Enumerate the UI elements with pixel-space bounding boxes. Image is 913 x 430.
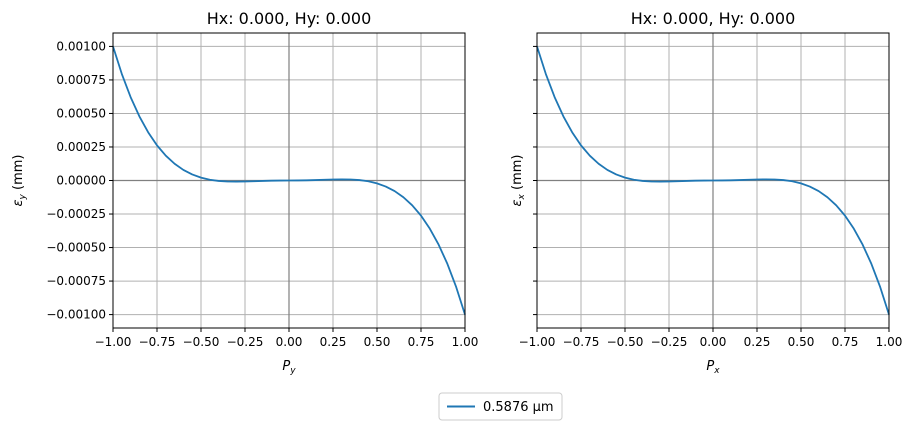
x-tick-label-3: −0.25 — [227, 335, 264, 349]
chart-title: Hx: 0.000, Hy: 0.000 — [207, 9, 372, 28]
x-tick-label-4: 0.00 — [700, 335, 727, 349]
y-tick-label-3: 0.00025 — [56, 140, 106, 154]
y-axis-label: εx (mm) — [510, 155, 527, 207]
y-tick-label-1: 0.00075 — [56, 73, 106, 87]
x-tick-label-0: −1.00 — [95, 335, 132, 349]
chart-panel-left: −1.00 −0.75 −0.50 −0.25 0.00 0.25 0.50 0.75 1.00… — [11, 9, 478, 376]
x-tick-label-7: 0.75 — [832, 335, 859, 349]
x-axis-label-main: P — [282, 359, 290, 374]
y-axis-label-unit: (mm) — [11, 155, 26, 195]
legend-label: 0.5876 µm — [483, 400, 554, 415]
x-axis-label: Py — [282, 359, 296, 376]
x-axis-label-main: P — [706, 359, 714, 374]
x-tick-label-2: −0.50 — [183, 335, 220, 349]
y-tick-label-7: −0.00075 — [46, 274, 106, 288]
y-axis-label-unit: (mm) — [510, 155, 525, 195]
chart-title: Hx: 0.000, Hy: 0.000 — [631, 9, 796, 28]
x-tick-label-6: 0.50 — [364, 335, 391, 349]
x-axis-label-sub: x — [713, 366, 720, 376]
x-tick-label-2: −0.50 — [607, 335, 644, 349]
y-axis-label: εy (mm) — [11, 155, 28, 207]
x-tick-label-4: 0.00 — [276, 335, 303, 349]
y-tick-label-6: −0.00050 — [46, 241, 106, 255]
x-tick-label-0: −1.00 — [519, 335, 556, 349]
x-tick-label-3: −0.25 — [651, 335, 688, 349]
x-tick-label-8: 1.00 — [452, 335, 479, 349]
x-tick-label-5: 0.25 — [744, 335, 771, 349]
legend-frame — [438, 392, 563, 421]
y-axis-label-sub: y — [18, 193, 28, 200]
x-tick-label-6: 0.50 — [788, 335, 815, 349]
legend: 0.5876 µm — [438, 392, 563, 421]
series-line-0 — [112, 46, 466, 315]
chart-panel-right: −1.00 −0.75 −0.50 −0.25 0.00 0.25 0.50 0.75 1.00… — [510, 9, 902, 376]
y-tick-label-2: 0.00050 — [56, 106, 106, 120]
x-tick-label-8: 1.00 — [876, 335, 903, 349]
y-tick-label-8: −0.00100 — [46, 308, 106, 322]
y-tick-label-0: 0.00100 — [56, 39, 106, 53]
x-tick-label-1: −0.75 — [139, 335, 176, 349]
x-axis-label: Px — [706, 359, 720, 376]
y-axis-label-sub: x — [517, 193, 527, 200]
series-line-0 — [536, 46, 890, 315]
x-tick-label-1: −0.75 — [563, 335, 600, 349]
y-axis-label-main: ε — [510, 199, 525, 206]
y-tick-label-5: −0.00025 — [46, 207, 106, 221]
x-tick-label-5: 0.25 — [320, 335, 347, 349]
y-tick-label-4: 0.00000 — [56, 174, 106, 188]
y-axis-label-main: ε — [11, 199, 26, 206]
x-tick-label-7: 0.75 — [408, 335, 435, 349]
x-axis-label-sub: y — [289, 366, 296, 376]
